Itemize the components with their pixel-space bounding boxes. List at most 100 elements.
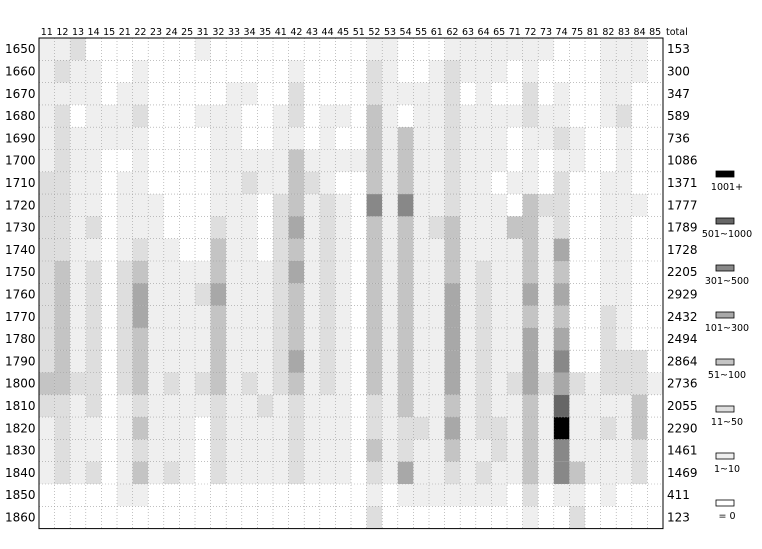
heatmap-cell — [538, 82, 554, 105]
heatmap-cell — [54, 261, 71, 284]
heatmap-cell — [460, 149, 476, 172]
heatmap-cell — [241, 417, 258, 440]
heatmap-cell — [179, 506, 195, 529]
heatmap-cell — [226, 82, 242, 105]
heatmap-cell — [460, 104, 476, 128]
heatmap-cell — [397, 461, 414, 484]
heatmap-cell — [85, 394, 102, 418]
heatmap-cell — [148, 127, 164, 150]
heatmap-cell — [179, 350, 195, 373]
heatmap-cell — [163, 439, 180, 462]
row-total-value: 1086 — [667, 154, 698, 168]
heatmap-cell — [553, 461, 570, 484]
heatmap-cell — [70, 194, 86, 217]
heatmap-cell — [366, 194, 383, 217]
heatmap-cell — [491, 60, 507, 83]
heatmap-cell — [616, 60, 632, 83]
heatmap-cell — [491, 327, 507, 351]
x-tick-label: 31 — [197, 27, 209, 38]
heatmap-cell — [491, 439, 507, 462]
heatmap-cell — [85, 261, 102, 284]
heatmap-cell — [319, 104, 336, 128]
heatmap-cell — [273, 216, 289, 239]
heatmap-cell — [600, 439, 617, 462]
heatmap-cell — [195, 104, 211, 128]
heatmap-cell — [553, 350, 570, 373]
heatmap-cell — [257, 461, 273, 484]
heatmap-cell — [179, 439, 195, 462]
heatmap-cell — [382, 171, 398, 195]
heatmap-cell — [210, 439, 227, 462]
y-tick-label: 1730 — [5, 221, 36, 235]
heatmap-cell — [54, 394, 71, 418]
heatmap-cell — [210, 60, 227, 83]
heatmap-cell — [600, 216, 617, 239]
heatmap-cell — [647, 350, 663, 373]
heatmap-cell — [553, 171, 570, 195]
heatmap-cell — [429, 171, 445, 195]
heatmap-cell — [70, 439, 86, 462]
heatmap-cell — [429, 238, 445, 261]
heatmap-cell — [163, 372, 180, 395]
heatmap-cell — [553, 38, 570, 61]
heatmap-cell — [195, 216, 211, 239]
heatmap-cell — [273, 171, 289, 195]
heatmap-cell — [397, 394, 414, 418]
heatmap-cell — [538, 350, 554, 373]
heatmap-cell — [366, 327, 383, 351]
heatmap-cell — [70, 305, 86, 328]
heatmap-cell — [195, 506, 211, 529]
heatmap-cell — [475, 417, 492, 440]
heatmap-cell — [429, 394, 445, 418]
heatmap-cell — [304, 439, 320, 462]
heatmap-cell — [210, 149, 227, 172]
heatmap-cell — [553, 283, 570, 306]
heatmap-cell — [616, 194, 632, 217]
heatmap-cell — [148, 305, 164, 328]
heatmap-cell — [117, 194, 133, 217]
heatmap-cell — [600, 394, 617, 418]
heatmap-cell — [241, 305, 258, 328]
heatmap-cell — [241, 506, 258, 529]
heatmap-cell — [273, 38, 289, 61]
heatmap-cell — [179, 216, 195, 239]
heatmap-cell — [507, 60, 523, 83]
heatmap-cell — [288, 461, 305, 484]
heatmap-cell — [366, 461, 383, 484]
heatmap-cell — [366, 283, 383, 306]
heatmap-cell — [647, 439, 663, 462]
heatmap-cell — [101, 261, 117, 284]
heatmap-cell — [538, 439, 554, 462]
heatmap-cell — [273, 506, 289, 529]
heatmap-cell — [631, 171, 648, 195]
row-total-value: 2929 — [667, 287, 698, 301]
y-tick-label: 1750 — [5, 265, 36, 279]
heatmap-cell — [148, 238, 164, 261]
heatmap-cell — [397, 305, 414, 328]
x-tick-label: 14 — [88, 27, 100, 38]
heatmap-cell — [600, 350, 617, 373]
heatmap-cell — [39, 506, 55, 529]
heatmap-cell — [319, 171, 336, 195]
heatmap-cell — [475, 350, 492, 373]
heatmap-cell — [54, 149, 71, 172]
grid-lines — [38, 37, 664, 530]
heatmap-cell — [39, 305, 55, 328]
heatmap-cell — [647, 506, 663, 529]
heatmap-cell — [304, 194, 320, 217]
heatmap-cell — [538, 461, 554, 484]
heatmap-cell — [538, 261, 554, 284]
heatmap-cell — [273, 327, 289, 351]
heatmap-cell — [600, 194, 617, 217]
heatmap-cell — [304, 60, 320, 83]
heatmap-cell — [257, 238, 273, 261]
y-tick-label: 1700 — [5, 154, 36, 168]
heatmap-cells — [39, 38, 663, 529]
heatmap-cell — [491, 127, 507, 150]
heatmap-cell — [163, 238, 180, 261]
heatmap-cell — [273, 127, 289, 150]
heatmap-cell — [304, 394, 320, 418]
heatmap-cell — [210, 350, 227, 373]
heatmap-cell — [319, 439, 336, 462]
heatmap-cell — [647, 327, 663, 351]
